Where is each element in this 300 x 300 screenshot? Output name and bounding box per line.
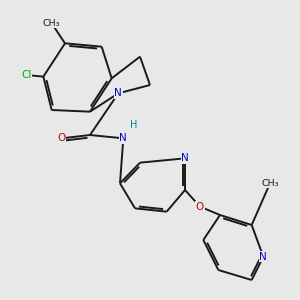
Text: N: N [115, 88, 122, 98]
Text: CH₃: CH₃ [261, 179, 279, 188]
Text: O: O [58, 133, 66, 143]
Text: CH₃: CH₃ [43, 19, 60, 28]
Text: N: N [260, 252, 267, 262]
Text: N: N [119, 133, 127, 143]
Text: O: O [196, 202, 204, 212]
Text: H: H [130, 120, 137, 130]
Text: N: N [181, 153, 189, 163]
Text: Cl: Cl [22, 70, 32, 80]
